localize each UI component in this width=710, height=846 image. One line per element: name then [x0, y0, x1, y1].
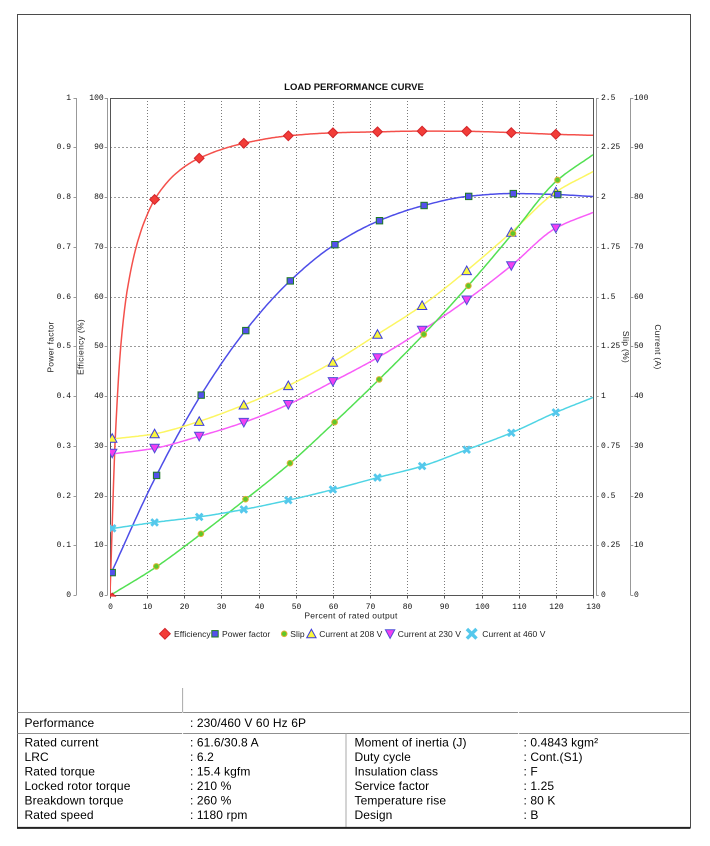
- svg-text:: 0.4843 kgm²: : 0.4843 kgm²: [524, 736, 599, 750]
- svg-text:Current at 230 V: Current at 230 V: [398, 629, 461, 639]
- svg-text:Duty cycle: Duty cycle: [355, 750, 412, 764]
- svg-text:: 6.2: : 6.2: [190, 750, 214, 764]
- svg-text:20: 20: [94, 492, 104, 501]
- svg-text:Rated torque: Rated torque: [25, 765, 96, 779]
- svg-text:Moment of inertia (J): Moment of inertia (J): [355, 736, 467, 750]
- svg-text:110: 110: [512, 603, 527, 612]
- svg-text:: 230/460 V 60 Hz 6P: : 230/460 V 60 Hz 6P: [190, 716, 306, 730]
- svg-text:Current (A): Current (A): [653, 324, 663, 369]
- svg-text:0.5: 0.5: [57, 342, 72, 351]
- svg-text:40: 40: [255, 603, 265, 612]
- svg-text:90: 90: [440, 603, 450, 612]
- svg-text:Power factor: Power factor: [222, 629, 270, 639]
- svg-text:0.7: 0.7: [57, 243, 72, 252]
- svg-text:Slip: Slip: [290, 629, 305, 639]
- svg-text:0: 0: [99, 591, 104, 600]
- svg-text:130: 130: [586, 603, 601, 612]
- svg-text:Temperature rise: Temperature rise: [355, 794, 447, 808]
- svg-text:80: 80: [403, 603, 413, 612]
- svg-text:0.25: 0.25: [601, 541, 620, 550]
- svg-text:Power factor: Power factor: [46, 321, 56, 372]
- svg-text:Slip (%): Slip (%): [621, 331, 631, 363]
- svg-text:Rated speed: Rated speed: [25, 808, 94, 822]
- svg-text:10: 10: [94, 541, 104, 550]
- svg-text:Insulation class: Insulation class: [355, 765, 439, 779]
- svg-text:30: 30: [634, 442, 644, 451]
- svg-text:80: 80: [94, 193, 104, 202]
- svg-text:40: 40: [634, 392, 644, 401]
- svg-text:10: 10: [143, 603, 153, 612]
- svg-text:70: 70: [634, 243, 644, 252]
- svg-text:Current at 460 V: Current at 460 V: [482, 629, 545, 639]
- svg-text:LOAD PERFORMANCE CURVE: LOAD PERFORMANCE CURVE: [284, 82, 424, 93]
- svg-text:20: 20: [180, 603, 190, 612]
- svg-text:30: 30: [94, 442, 104, 451]
- svg-text:90: 90: [94, 143, 104, 152]
- svg-text:60: 60: [634, 293, 644, 302]
- svg-text:50: 50: [292, 603, 302, 612]
- svg-text:0: 0: [108, 603, 113, 612]
- svg-text:1.75: 1.75: [601, 243, 620, 252]
- svg-text:Efficiency: Efficiency: [174, 629, 211, 639]
- svg-text:0.6: 0.6: [57, 293, 72, 302]
- svg-text:0.5: 0.5: [601, 492, 616, 501]
- svg-text:70: 70: [94, 243, 104, 252]
- svg-text:: 15.4 kgfm: : 15.4 kgfm: [190, 765, 250, 779]
- svg-text:90: 90: [634, 143, 644, 152]
- svg-text:: 210 %: : 210 %: [190, 779, 232, 793]
- svg-text:: B: : B: [524, 808, 539, 822]
- svg-text:2.25: 2.25: [601, 143, 620, 152]
- svg-text:Locked rotor torque: Locked rotor torque: [25, 779, 131, 793]
- svg-text:100: 100: [475, 603, 490, 612]
- svg-text:0.1: 0.1: [57, 541, 72, 550]
- svg-text:50: 50: [634, 342, 644, 351]
- svg-text:: 80 K: : 80 K: [524, 794, 556, 808]
- svg-text:0: 0: [634, 591, 639, 600]
- svg-text:Percent of rated output: Percent of rated output: [304, 611, 398, 621]
- svg-text:Service factor: Service factor: [355, 779, 430, 793]
- svg-text:: 61.6/30.8 A: : 61.6/30.8 A: [190, 736, 259, 750]
- svg-text:50: 50: [94, 342, 104, 351]
- svg-text:0.75: 0.75: [601, 442, 620, 451]
- svg-text:1: 1: [66, 94, 71, 103]
- svg-text:0: 0: [601, 591, 606, 600]
- svg-text:30: 30: [217, 603, 227, 612]
- svg-text:Rated current: Rated current: [25, 736, 100, 750]
- svg-text:: Cont.(S1): : Cont.(S1): [524, 750, 583, 764]
- svg-text:0.2: 0.2: [57, 492, 72, 501]
- svg-text:Efficiency (%): Efficiency (%): [76, 319, 86, 375]
- svg-text:LRC: LRC: [25, 750, 50, 764]
- svg-text:100: 100: [634, 94, 649, 103]
- svg-text:2.5: 2.5: [601, 94, 616, 103]
- svg-text:0: 0: [66, 591, 71, 600]
- svg-text:70: 70: [366, 603, 376, 612]
- svg-text:2: 2: [601, 193, 606, 202]
- svg-text:40: 40: [94, 392, 104, 401]
- svg-text:60: 60: [94, 293, 104, 302]
- svg-text:0.9: 0.9: [57, 143, 72, 152]
- svg-text:100: 100: [89, 94, 104, 103]
- svg-text:1.25: 1.25: [601, 342, 620, 351]
- svg-text:Breakdown torque: Breakdown torque: [25, 794, 124, 808]
- svg-text:0.3: 0.3: [57, 442, 72, 451]
- svg-text:Current at 208 V: Current at 208 V: [319, 629, 382, 639]
- svg-text:120: 120: [549, 603, 564, 612]
- svg-text:: 1.25: : 1.25: [524, 779, 555, 793]
- svg-text:1.5: 1.5: [601, 293, 616, 302]
- svg-text:60: 60: [329, 603, 339, 612]
- svg-text:: 1180 rpm: : 1180 rpm: [190, 808, 247, 822]
- svg-text:1: 1: [601, 392, 606, 401]
- svg-text:80: 80: [634, 193, 644, 202]
- svg-text:Design: Design: [355, 808, 393, 822]
- svg-text:0.4: 0.4: [57, 392, 72, 401]
- svg-text:Performance: Performance: [25, 716, 95, 730]
- svg-text:: 260 %: : 260 %: [190, 794, 232, 808]
- svg-text:20: 20: [634, 492, 644, 501]
- svg-text:10: 10: [634, 541, 644, 550]
- svg-text:0.8: 0.8: [57, 193, 72, 202]
- svg-text:: F: : F: [524, 765, 538, 779]
